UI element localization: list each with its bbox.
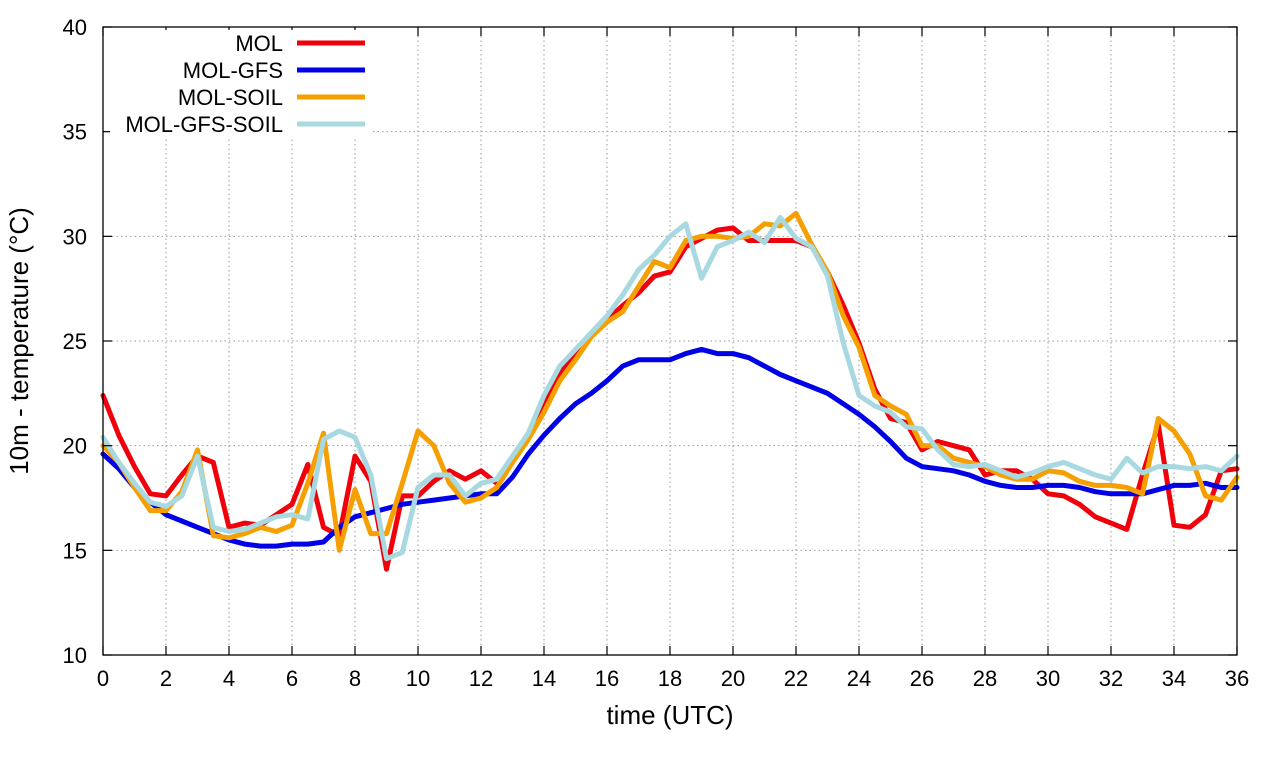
x-tick-label: 8: [349, 666, 361, 691]
series-line-mol-gfs: [100, 346, 1240, 549]
x-axis-title: time (UTC): [606, 700, 733, 730]
grid-lines: [103, 27, 1237, 655]
x-tick-label: 36: [1225, 666, 1249, 691]
legend-label: MOL-GFS: [183, 58, 283, 83]
y-tick-label: 10: [63, 643, 87, 668]
series-line-mol-soil: [100, 210, 1240, 553]
x-tick-label: 32: [1099, 666, 1123, 691]
x-tick-label: 22: [784, 666, 808, 691]
axis-ticks: [102, 26, 1238, 656]
x-tick-label: 34: [1162, 666, 1186, 691]
x-tick-label: 6: [286, 666, 298, 691]
x-tick-label: 14: [532, 666, 556, 691]
y-axis-title: 10m - temperature (°C): [4, 207, 34, 475]
x-tick-label: 16: [595, 666, 619, 691]
x-tick-label: 2: [160, 666, 172, 691]
y-tick-label: 20: [63, 434, 87, 459]
legend-label: MOL-GFS-SOIL: [125, 112, 283, 137]
y-tick-label: 30: [63, 224, 87, 249]
y-tick-label: 35: [63, 120, 87, 145]
x-tick-label: 18: [658, 666, 682, 691]
x-tick-label: 28: [973, 666, 997, 691]
tick-labels: 0 2 4 6 8 10 12 14 16 18 20 22 24 26 28 30 32 34 361015202…: [63, 15, 1250, 691]
x-tick-label: 30: [1036, 666, 1060, 691]
y-tick-label: 15: [63, 538, 87, 563]
x-tick-label: 4: [223, 666, 235, 691]
x-tick-label: 20: [721, 666, 745, 691]
series-line-mol: [100, 225, 1240, 572]
legend-label: MOL: [235, 31, 283, 56]
y-tick-label: 25: [63, 329, 87, 354]
x-tick-label: 24: [847, 666, 871, 691]
series-layer: [100, 210, 1240, 572]
series-line-mol-gfs-soil: [100, 215, 1240, 562]
x-tick-label: 0: [97, 666, 109, 691]
y-tick-label: 40: [63, 15, 87, 40]
legend-label: MOL-SOIL: [178, 85, 283, 110]
x-tick-label: 12: [469, 666, 493, 691]
x-tick-label: 26: [910, 666, 934, 691]
x-tick-label: 10: [406, 666, 430, 691]
